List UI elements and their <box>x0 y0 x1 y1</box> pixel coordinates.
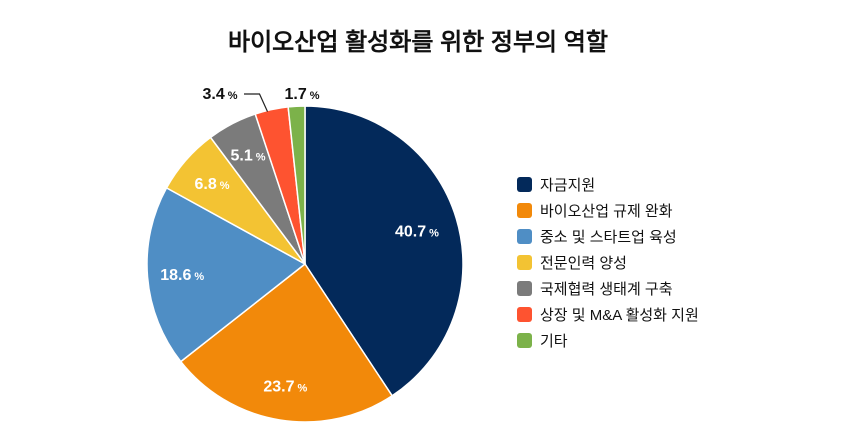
data-label-value: 5.1 <box>231 148 253 165</box>
data-label: 40.7% <box>395 223 439 240</box>
chart-title: 바이오산업 활성화를 위한 정부의 역할 <box>228 29 608 56</box>
data-label-value: 6.8 <box>195 176 217 193</box>
data-label-unit: % <box>429 227 439 239</box>
data-label-unit: % <box>298 383 308 395</box>
legend-swatch <box>517 333 532 348</box>
legend-swatch <box>517 307 532 322</box>
legend-label: 기타 <box>540 333 568 350</box>
pie-slice <box>146 186 307 363</box>
legend-swatch <box>517 177 532 192</box>
data-label-unit: % <box>310 90 320 102</box>
legend-label: 상장 및 M&A 활성화 지원 <box>540 307 699 324</box>
legend-label: 전문인력 양성 <box>540 255 627 272</box>
data-label-unit: % <box>228 90 238 102</box>
data-label-value: 23.7 <box>263 379 294 396</box>
data-label-value: 40.7 <box>395 223 426 240</box>
legend-label: 국제협력 생태계 구축 <box>540 281 673 298</box>
legend-swatch <box>517 255 532 270</box>
legend-swatch <box>517 281 532 296</box>
legend-label: 자금지원 <box>540 177 595 194</box>
data-label: 3.4% <box>202 86 237 103</box>
legend-label: 중소 및 스타트업 육성 <box>540 229 677 246</box>
leader-line <box>244 93 269 112</box>
legend-label: 바이오산업 규제 완화 <box>540 203 673 220</box>
data-label-unit: % <box>194 271 204 283</box>
pie-slices <box>146 105 464 423</box>
legend-swatch <box>517 203 532 218</box>
data-labels: 40.7 %23.7 %18.6 %6.8 %5.1 %3.4% 1.7% <box>160 86 439 396</box>
pie-slice <box>179 262 394 423</box>
data-label-value: 18.6 <box>160 267 191 284</box>
data-label: 23.7% <box>263 379 307 396</box>
data-label: 5.1% <box>231 148 266 165</box>
pie-slice <box>287 105 306 265</box>
data-label-unit: % <box>256 152 266 164</box>
data-label-unit: % <box>220 180 230 192</box>
data-label: 6.8% <box>195 176 230 193</box>
data-label: 1.7% <box>284 86 319 103</box>
legend-swatch <box>517 229 532 244</box>
data-label-value: 1.7 <box>284 86 306 103</box>
data-label-value: 3.4 <box>202 86 224 103</box>
data-label: 18.6% <box>160 267 204 284</box>
